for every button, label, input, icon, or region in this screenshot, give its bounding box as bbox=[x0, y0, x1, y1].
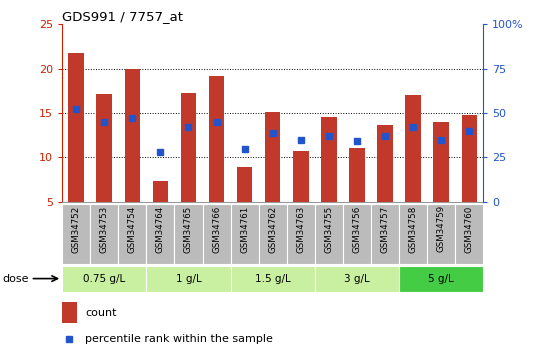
Text: GSM34766: GSM34766 bbox=[212, 205, 221, 253]
Bar bbox=[315, 266, 399, 292]
Bar bbox=[399, 266, 483, 292]
Text: GSM34759: GSM34759 bbox=[437, 205, 445, 253]
Bar bbox=[62, 266, 146, 292]
Text: GSM34761: GSM34761 bbox=[240, 205, 249, 253]
Text: 1.5 g/L: 1.5 g/L bbox=[255, 274, 291, 284]
Bar bbox=[231, 266, 315, 292]
Bar bbox=[174, 204, 202, 264]
Text: GSM34756: GSM34756 bbox=[353, 205, 361, 253]
Bar bbox=[321, 117, 336, 202]
Bar bbox=[406, 95, 421, 202]
Bar bbox=[231, 204, 259, 264]
Bar bbox=[146, 266, 231, 292]
Bar bbox=[434, 122, 449, 202]
Bar bbox=[427, 204, 455, 264]
Bar bbox=[343, 204, 371, 264]
Bar bbox=[90, 204, 118, 264]
Text: GSM34762: GSM34762 bbox=[268, 205, 277, 253]
Bar bbox=[462, 115, 477, 202]
Bar bbox=[377, 125, 393, 202]
Bar bbox=[153, 180, 168, 202]
Bar bbox=[125, 69, 140, 202]
Text: GSM34757: GSM34757 bbox=[381, 205, 389, 253]
Bar bbox=[237, 167, 252, 202]
Bar bbox=[315, 204, 343, 264]
Text: 5 g/L: 5 g/L bbox=[428, 274, 454, 284]
Bar bbox=[349, 148, 364, 202]
Bar bbox=[69, 53, 84, 202]
Text: 0.75 g/L: 0.75 g/L bbox=[83, 274, 125, 284]
Bar bbox=[62, 302, 77, 323]
Bar bbox=[265, 112, 280, 202]
Text: GSM34755: GSM34755 bbox=[325, 205, 333, 253]
Text: GSM34758: GSM34758 bbox=[409, 205, 417, 253]
Text: GSM34754: GSM34754 bbox=[128, 205, 137, 253]
Bar bbox=[209, 76, 224, 202]
Text: 3 g/L: 3 g/L bbox=[344, 274, 370, 284]
Text: GDS991 / 7757_at: GDS991 / 7757_at bbox=[62, 10, 183, 23]
Text: GSM34763: GSM34763 bbox=[296, 205, 305, 253]
Text: 1 g/L: 1 g/L bbox=[176, 274, 201, 284]
Bar bbox=[202, 204, 231, 264]
Bar bbox=[287, 204, 315, 264]
Bar bbox=[259, 204, 287, 264]
Bar bbox=[399, 204, 427, 264]
Bar bbox=[146, 204, 174, 264]
Text: count: count bbox=[85, 308, 117, 317]
Text: GSM34752: GSM34752 bbox=[72, 205, 80, 253]
Bar bbox=[62, 204, 90, 264]
Text: GSM34765: GSM34765 bbox=[184, 205, 193, 253]
Bar bbox=[97, 94, 112, 202]
Text: GSM34753: GSM34753 bbox=[100, 205, 109, 253]
Text: GSM34764: GSM34764 bbox=[156, 205, 165, 253]
Text: GSM34760: GSM34760 bbox=[465, 205, 474, 253]
Bar bbox=[181, 92, 196, 202]
Bar bbox=[371, 204, 399, 264]
Text: dose: dose bbox=[3, 274, 29, 284]
Text: percentile rank within the sample: percentile rank within the sample bbox=[85, 334, 273, 344]
Bar bbox=[455, 204, 483, 264]
Bar bbox=[293, 151, 308, 202]
Bar bbox=[118, 204, 146, 264]
